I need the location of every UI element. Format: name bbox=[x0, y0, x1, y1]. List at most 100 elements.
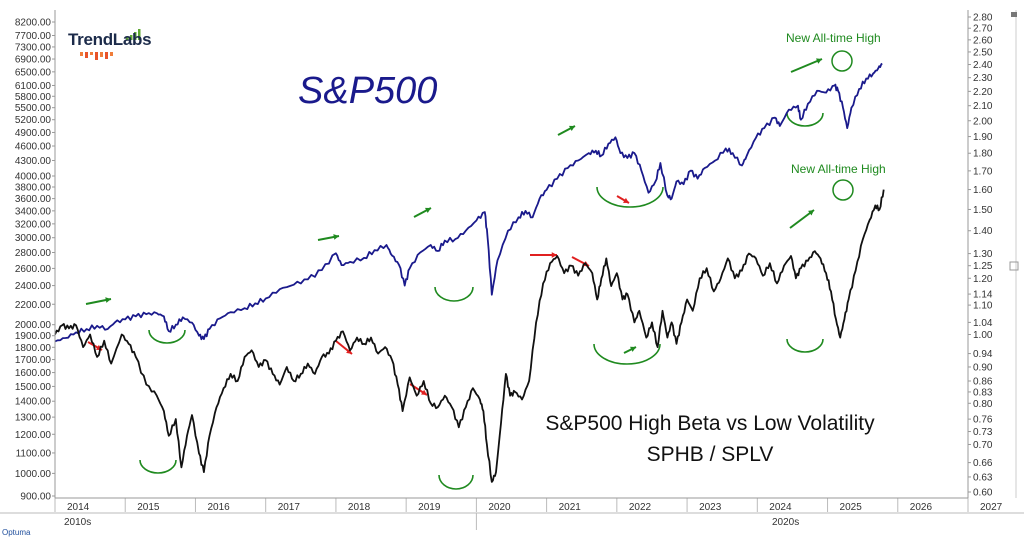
left-tick-label: 1900.00 bbox=[15, 331, 52, 342]
x-tick-label: 2023 bbox=[699, 502, 722, 513]
right-tick-label: 0.63 bbox=[973, 472, 993, 483]
left-tick-label: 5200.00 bbox=[15, 115, 52, 126]
right-tick-label: 1.90 bbox=[973, 132, 993, 143]
right-tick-label: 1.04 bbox=[973, 318, 993, 329]
ath-label-bottom: New All-time High bbox=[791, 162, 886, 176]
x-tick-label: 2024 bbox=[769, 502, 792, 513]
left-tick-label: 7700.00 bbox=[15, 31, 52, 42]
left-tick-label: 1800.00 bbox=[15, 343, 52, 354]
logo-green-bar bbox=[134, 32, 137, 40]
right-tick-label: 1.10 bbox=[973, 301, 993, 312]
up-arrow-head bbox=[630, 346, 636, 352]
x-tick-label: 2020 bbox=[488, 502, 511, 513]
logo-bar bbox=[80, 52, 83, 56]
ratio-title-line1: S&P500 High Beta vs Low Volatility bbox=[545, 412, 875, 435]
left-tick-label: 6100.00 bbox=[15, 81, 52, 92]
x-tick-label: 2025 bbox=[840, 502, 863, 513]
series-group bbox=[54, 62, 885, 483]
right-tick-label: 2.80 bbox=[973, 13, 993, 24]
bottom-arc bbox=[438, 474, 474, 490]
down-arrow-head bbox=[551, 252, 557, 258]
x-tick-label: 2027 bbox=[980, 502, 1003, 513]
left-tick-label: 5500.00 bbox=[15, 103, 52, 114]
right-tick-label: 1.60 bbox=[973, 185, 993, 196]
decade-label: 2010s bbox=[64, 517, 91, 528]
right-tick-label: 1.70 bbox=[973, 166, 993, 177]
left-tick-label: 1300.00 bbox=[15, 413, 52, 424]
logo-bar bbox=[110, 52, 113, 56]
bottom-arc bbox=[593, 343, 661, 365]
down-arrow-head bbox=[421, 389, 427, 395]
bottom-arc bbox=[596, 186, 664, 208]
right-tick-label: 2.00 bbox=[973, 116, 993, 127]
logo-green-bar bbox=[126, 37, 129, 40]
right-tick-label: 0.60 bbox=[973, 488, 993, 499]
x-tick-label: 2018 bbox=[348, 502, 371, 513]
chart-title-ratio: S&P500 High Beta vs Low Volatility SPHB … bbox=[545, 408, 875, 470]
left-tick-label: 3400.00 bbox=[15, 206, 52, 217]
left-axis-ticks: 900.00 1000.00 1100.00 1200.00 1300.00 1400.0… bbox=[15, 18, 55, 503]
left-tick-label: 1000.00 bbox=[15, 469, 52, 480]
left-tick-label: 3200.00 bbox=[15, 219, 52, 230]
axes-frame bbox=[0, 10, 1024, 514]
left-tick-label: 2800.00 bbox=[15, 248, 52, 259]
bottom-arc bbox=[786, 338, 824, 353]
right-tick-label: 0.94 bbox=[973, 349, 993, 360]
left-tick-label: 4000.00 bbox=[15, 171, 52, 182]
left-tick-label: 900.00 bbox=[20, 492, 51, 503]
right-axis-ticks: 0.60 0.63 0.66 0.70 0.730.76 0.800.830.86 0.90… bbox=[968, 13, 993, 499]
left-tick-label: 6500.00 bbox=[15, 67, 52, 78]
logo-bars-icon bbox=[80, 29, 141, 60]
right-tick-label: 1.50 bbox=[973, 205, 993, 216]
up-arrow-head bbox=[333, 234, 339, 240]
up-arrow bbox=[790, 58, 823, 73]
ath-label-top: New All-time High bbox=[786, 31, 881, 45]
right-tick-label: 1.00 bbox=[973, 330, 993, 341]
left-tick-label: 2000.00 bbox=[15, 320, 52, 331]
up-arrow-head bbox=[105, 297, 111, 303]
right-tick-label: 2.10 bbox=[973, 101, 993, 112]
x-tick-label: 2022 bbox=[629, 502, 652, 513]
left-tick-label: 7300.00 bbox=[15, 42, 52, 53]
left-tick-label: 2200.00 bbox=[15, 300, 52, 311]
bottom-arc bbox=[148, 329, 186, 344]
left-tick-label: 1700.00 bbox=[15, 355, 52, 366]
left-tick-label: 1500.00 bbox=[15, 382, 52, 393]
x-tick-label: 2017 bbox=[278, 502, 301, 513]
bottom-arc bbox=[139, 459, 177, 474]
right-tick-label: 0.70 bbox=[973, 440, 993, 451]
left-tick-label: 1600.00 bbox=[15, 368, 52, 379]
ratio-title-line2: SPHB / SPLV bbox=[646, 443, 774, 466]
down-arrow-head bbox=[623, 197, 629, 203]
ath-circle-top bbox=[831, 50, 853, 72]
logo-bar bbox=[95, 52, 98, 60]
scroll-handle bbox=[1009, 261, 1019, 271]
right-tick-label: 0.86 bbox=[973, 376, 993, 387]
right-tick-label: 2.20 bbox=[973, 87, 993, 98]
left-tick-label: 1400.00 bbox=[15, 397, 52, 408]
corner-logo: Optuma bbox=[2, 528, 31, 537]
logo-bar bbox=[105, 52, 108, 59]
left-tick-label: 1200.00 bbox=[15, 430, 52, 441]
x-tick-label: 2014 bbox=[67, 502, 90, 513]
right-tick-label: 1.30 bbox=[973, 249, 993, 260]
right-tick-label: 2.70 bbox=[973, 24, 993, 35]
up-arrow-head bbox=[569, 125, 575, 132]
bottom-arc bbox=[786, 112, 824, 127]
right-tick-label: 2.60 bbox=[973, 35, 993, 46]
trendlabs-logo: TrendLabs bbox=[68, 30, 152, 50]
lock-icon bbox=[1011, 12, 1017, 17]
right-tick-label: 2.50 bbox=[973, 47, 993, 58]
logo-green-bar bbox=[138, 29, 141, 40]
series-line-ratio bbox=[54, 189, 885, 483]
right-tick-label: 0.66 bbox=[973, 458, 993, 469]
left-tick-label: 6900.00 bbox=[15, 55, 52, 66]
left-tick-label: 3600.00 bbox=[15, 194, 52, 205]
left-tick-label: 3000.00 bbox=[15, 233, 52, 244]
right-tick-label: 1.20 bbox=[973, 274, 993, 285]
right-tick-label: 0.76 bbox=[973, 415, 993, 426]
right-tick-label: 2.40 bbox=[973, 60, 993, 71]
right-tick-label: 1.40 bbox=[973, 226, 993, 237]
x-tick-label: 2021 bbox=[559, 502, 582, 513]
